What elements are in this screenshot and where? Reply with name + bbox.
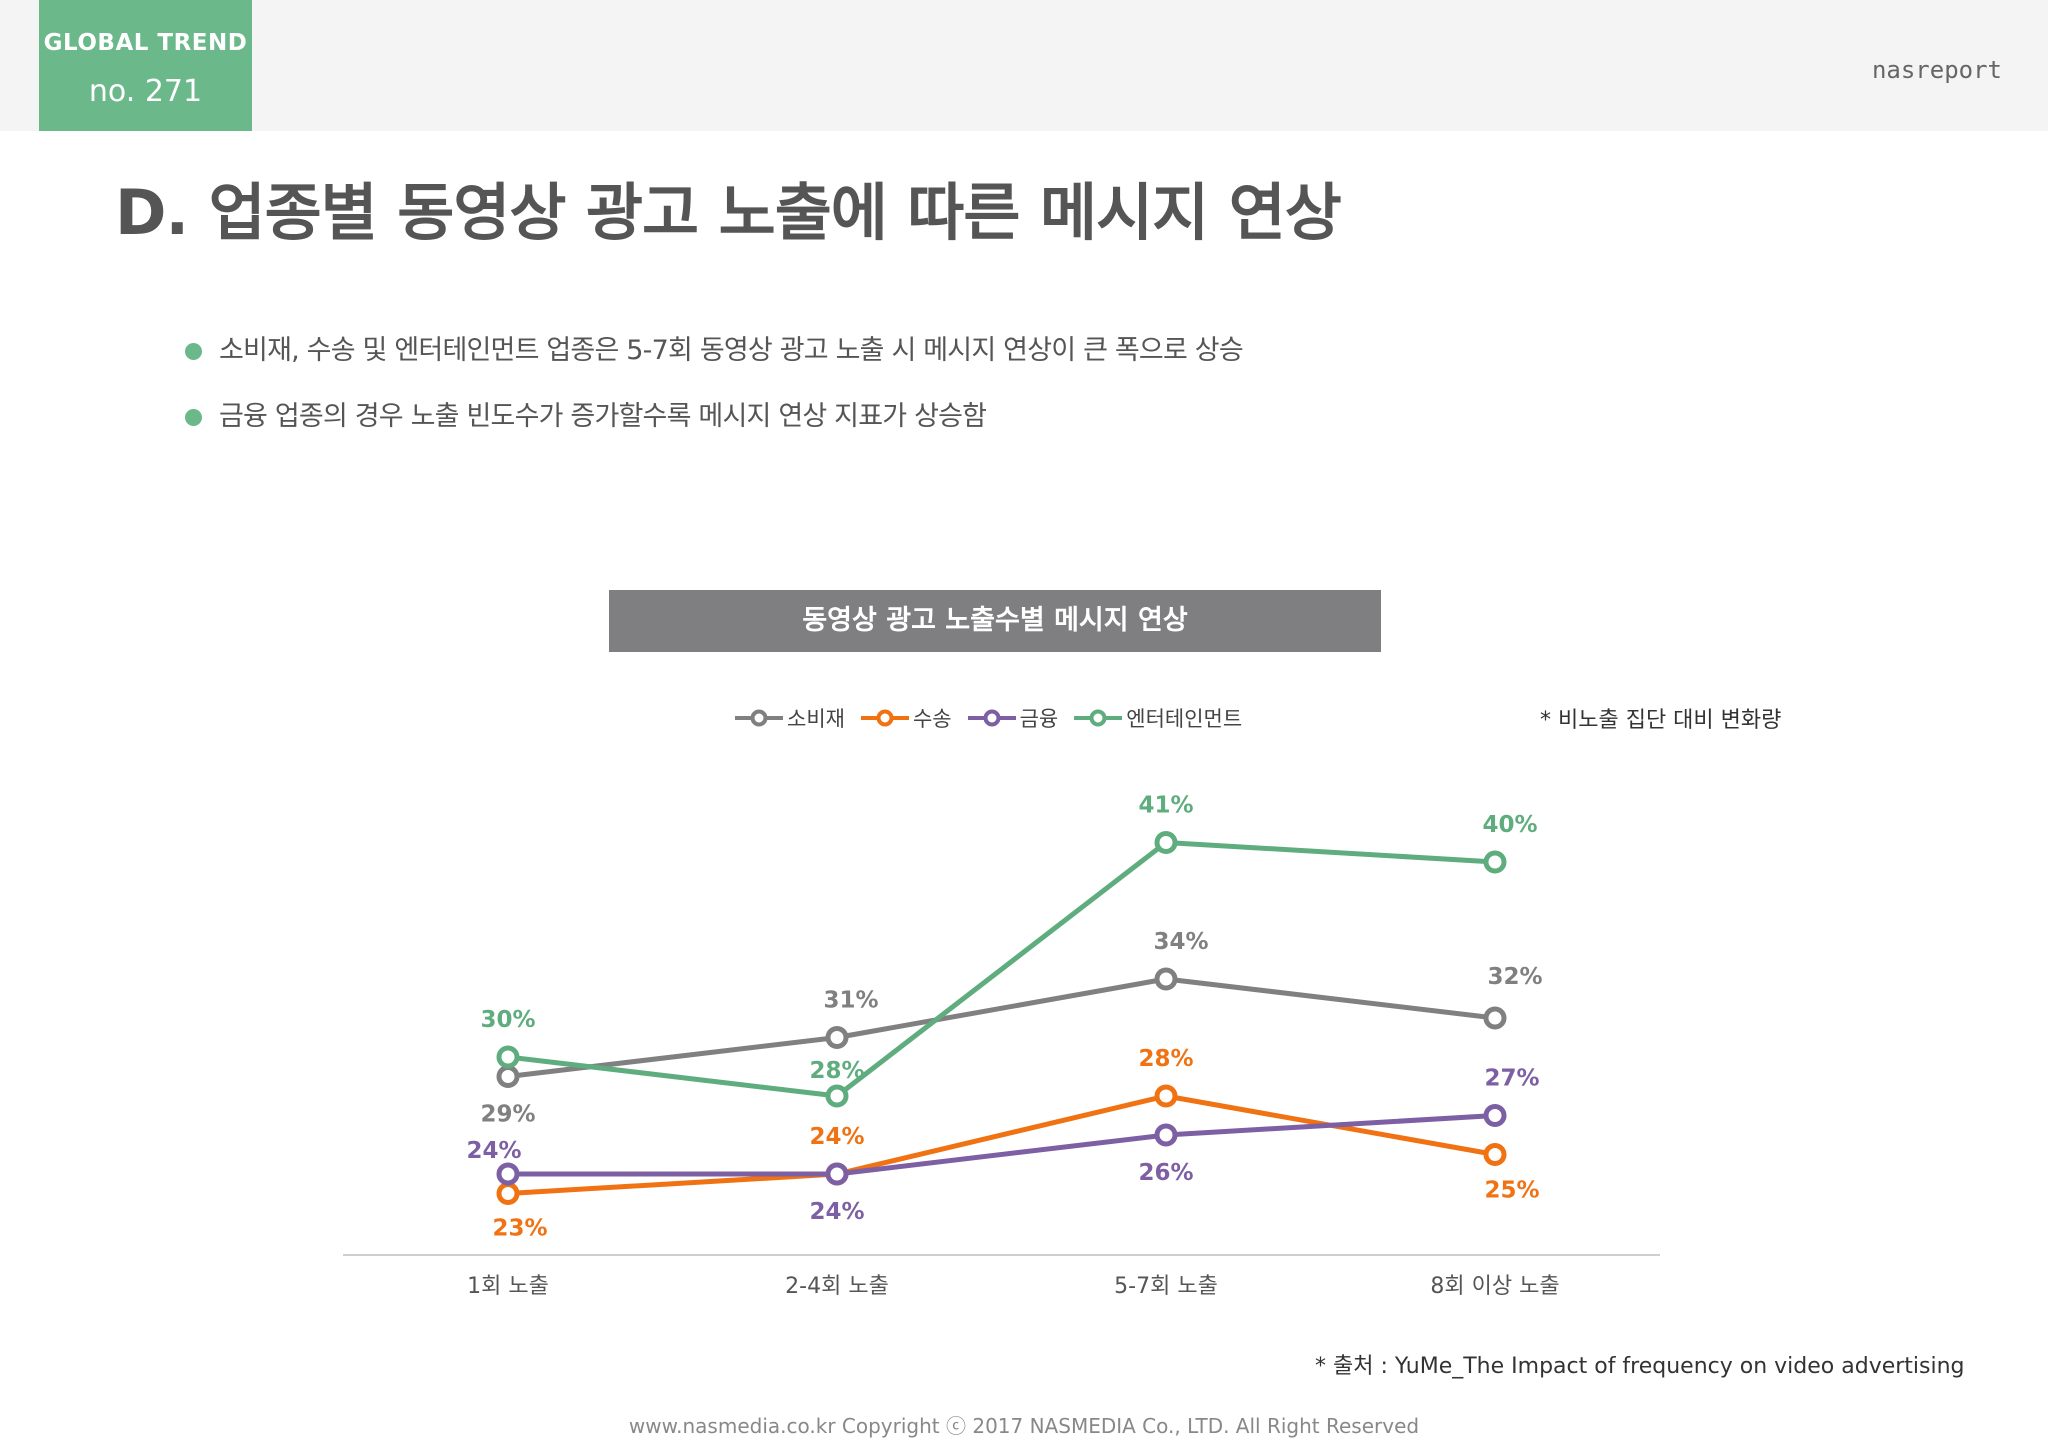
data-point xyxy=(1483,1104,1507,1127)
data-label: 29% xyxy=(480,1102,535,1128)
legend-label: 엔터테인먼트 xyxy=(1126,707,1243,731)
legend-line-marker-icon xyxy=(860,709,909,727)
chart-note: * 비노출 집단 대비 변화량 xyxy=(1540,708,1782,733)
data-label: 41% xyxy=(1138,793,1193,819)
data-label: 25% xyxy=(1484,1178,1539,1204)
data-point xyxy=(1154,967,1178,991)
bullet-item: 금융 업종의 경우 노출 빈도수가 증가할수록 메시지 연상 지표가 상승함 xyxy=(185,398,1243,464)
series-line-0 xyxy=(507,976,1496,1079)
legend-line-marker-icon xyxy=(1074,709,1123,727)
data-point xyxy=(825,1084,849,1108)
summary-bullets: 소비재, 수송 및 엔터테인먼트 업종은 5-7회 동영상 광고 노출 시 메시… xyxy=(185,332,1244,464)
data-label: 24% xyxy=(809,1124,864,1150)
legend-label: 소비재 xyxy=(787,707,845,731)
series-line-3 xyxy=(507,840,1496,1099)
x-tick-label: 2-4회 노출 xyxy=(785,1274,889,1299)
data-label: 26% xyxy=(1138,1160,1193,1186)
series-line-2 xyxy=(508,1113,1496,1177)
legend-label: 수송 xyxy=(912,707,952,731)
data-label: 23% xyxy=(492,1216,547,1242)
data-point xyxy=(496,1065,520,1088)
series-line-1 xyxy=(507,1093,1496,1196)
data-label: 40% xyxy=(1482,812,1537,838)
copyright-footer: www.nasmedia.co.kr Copyright ⓒ 2017 NASM… xyxy=(628,1414,1420,1438)
bullet-dot-icon xyxy=(185,409,202,426)
data-label: 24% xyxy=(809,1199,864,1225)
legend-item: 소비재 xyxy=(733,703,845,733)
data-point xyxy=(1154,1123,1178,1147)
bullet-dot-icon xyxy=(185,343,202,360)
source-note: * 출처 : YuMe_The Impact of frequency on v… xyxy=(1315,1354,1965,1379)
legend-item: 엔터테인먼트 xyxy=(1072,703,1242,733)
chart-legend: 소비재 수송 금융 엔터테인먼트 xyxy=(733,700,1256,736)
data-point xyxy=(1154,831,1178,854)
legend-line-marker-icon xyxy=(735,709,783,727)
issue-badge: GLOBAL TREND no. 271 xyxy=(39,0,252,131)
badge-issue-number: no. 271 xyxy=(88,74,203,109)
legend-label: 금융 xyxy=(1019,707,1059,731)
data-label: 34% xyxy=(1153,929,1208,955)
x-tick-label: 1회 노출 xyxy=(467,1274,549,1299)
x-tick-label: 5-7회 노출 xyxy=(1114,1274,1218,1299)
data-label: 30% xyxy=(480,1007,535,1033)
bullet-item: 소비재, 수송 및 엔터테인먼트 업종은 5-7회 동영상 광고 노출 시 메시… xyxy=(185,332,1244,398)
chart-title: 동영상 광고 노출수별 메시지 연상 xyxy=(609,590,1381,652)
data-point xyxy=(496,1045,520,1069)
data-point xyxy=(496,1182,520,1205)
page-title: D. 업종별 동영상 광고 노출에 따른 메시지 연상 xyxy=(115,176,1342,249)
data-point xyxy=(1483,850,1507,874)
badge-series-label: GLOBAL TREND xyxy=(43,30,248,56)
data-label: 28% xyxy=(1138,1046,1193,1072)
legend-line-marker-icon xyxy=(967,709,1016,727)
data-point xyxy=(496,1162,520,1186)
data-point xyxy=(1483,1006,1507,1030)
data-label: 24% xyxy=(466,1138,521,1164)
brand-logo-text: nasreport xyxy=(1871,56,2002,84)
bullet-text: 소비재, 수송 및 엔터테인먼트 업종은 5-7회 동영상 광고 노출 시 메시… xyxy=(219,335,1244,366)
data-label: 27% xyxy=(1484,1066,1539,1092)
data-point xyxy=(825,1162,849,1186)
data-point xyxy=(825,1026,849,1049)
data-label: 31% xyxy=(823,988,878,1014)
legend-item: 수송 xyxy=(859,703,952,733)
bullet-text: 금융 업종의 경우 노출 빈도수가 증가할수록 메시지 연상 지표가 상승함 xyxy=(219,401,987,432)
top-bar xyxy=(0,0,2048,131)
data-label: 32% xyxy=(1487,964,1542,990)
data-point xyxy=(1154,1084,1178,1108)
x-tick-label: 8회 이상 노출 xyxy=(1430,1274,1559,1299)
data-label: 28% xyxy=(809,1058,864,1084)
legend-item: 금융 xyxy=(966,703,1059,733)
data-point xyxy=(1483,1143,1507,1166)
